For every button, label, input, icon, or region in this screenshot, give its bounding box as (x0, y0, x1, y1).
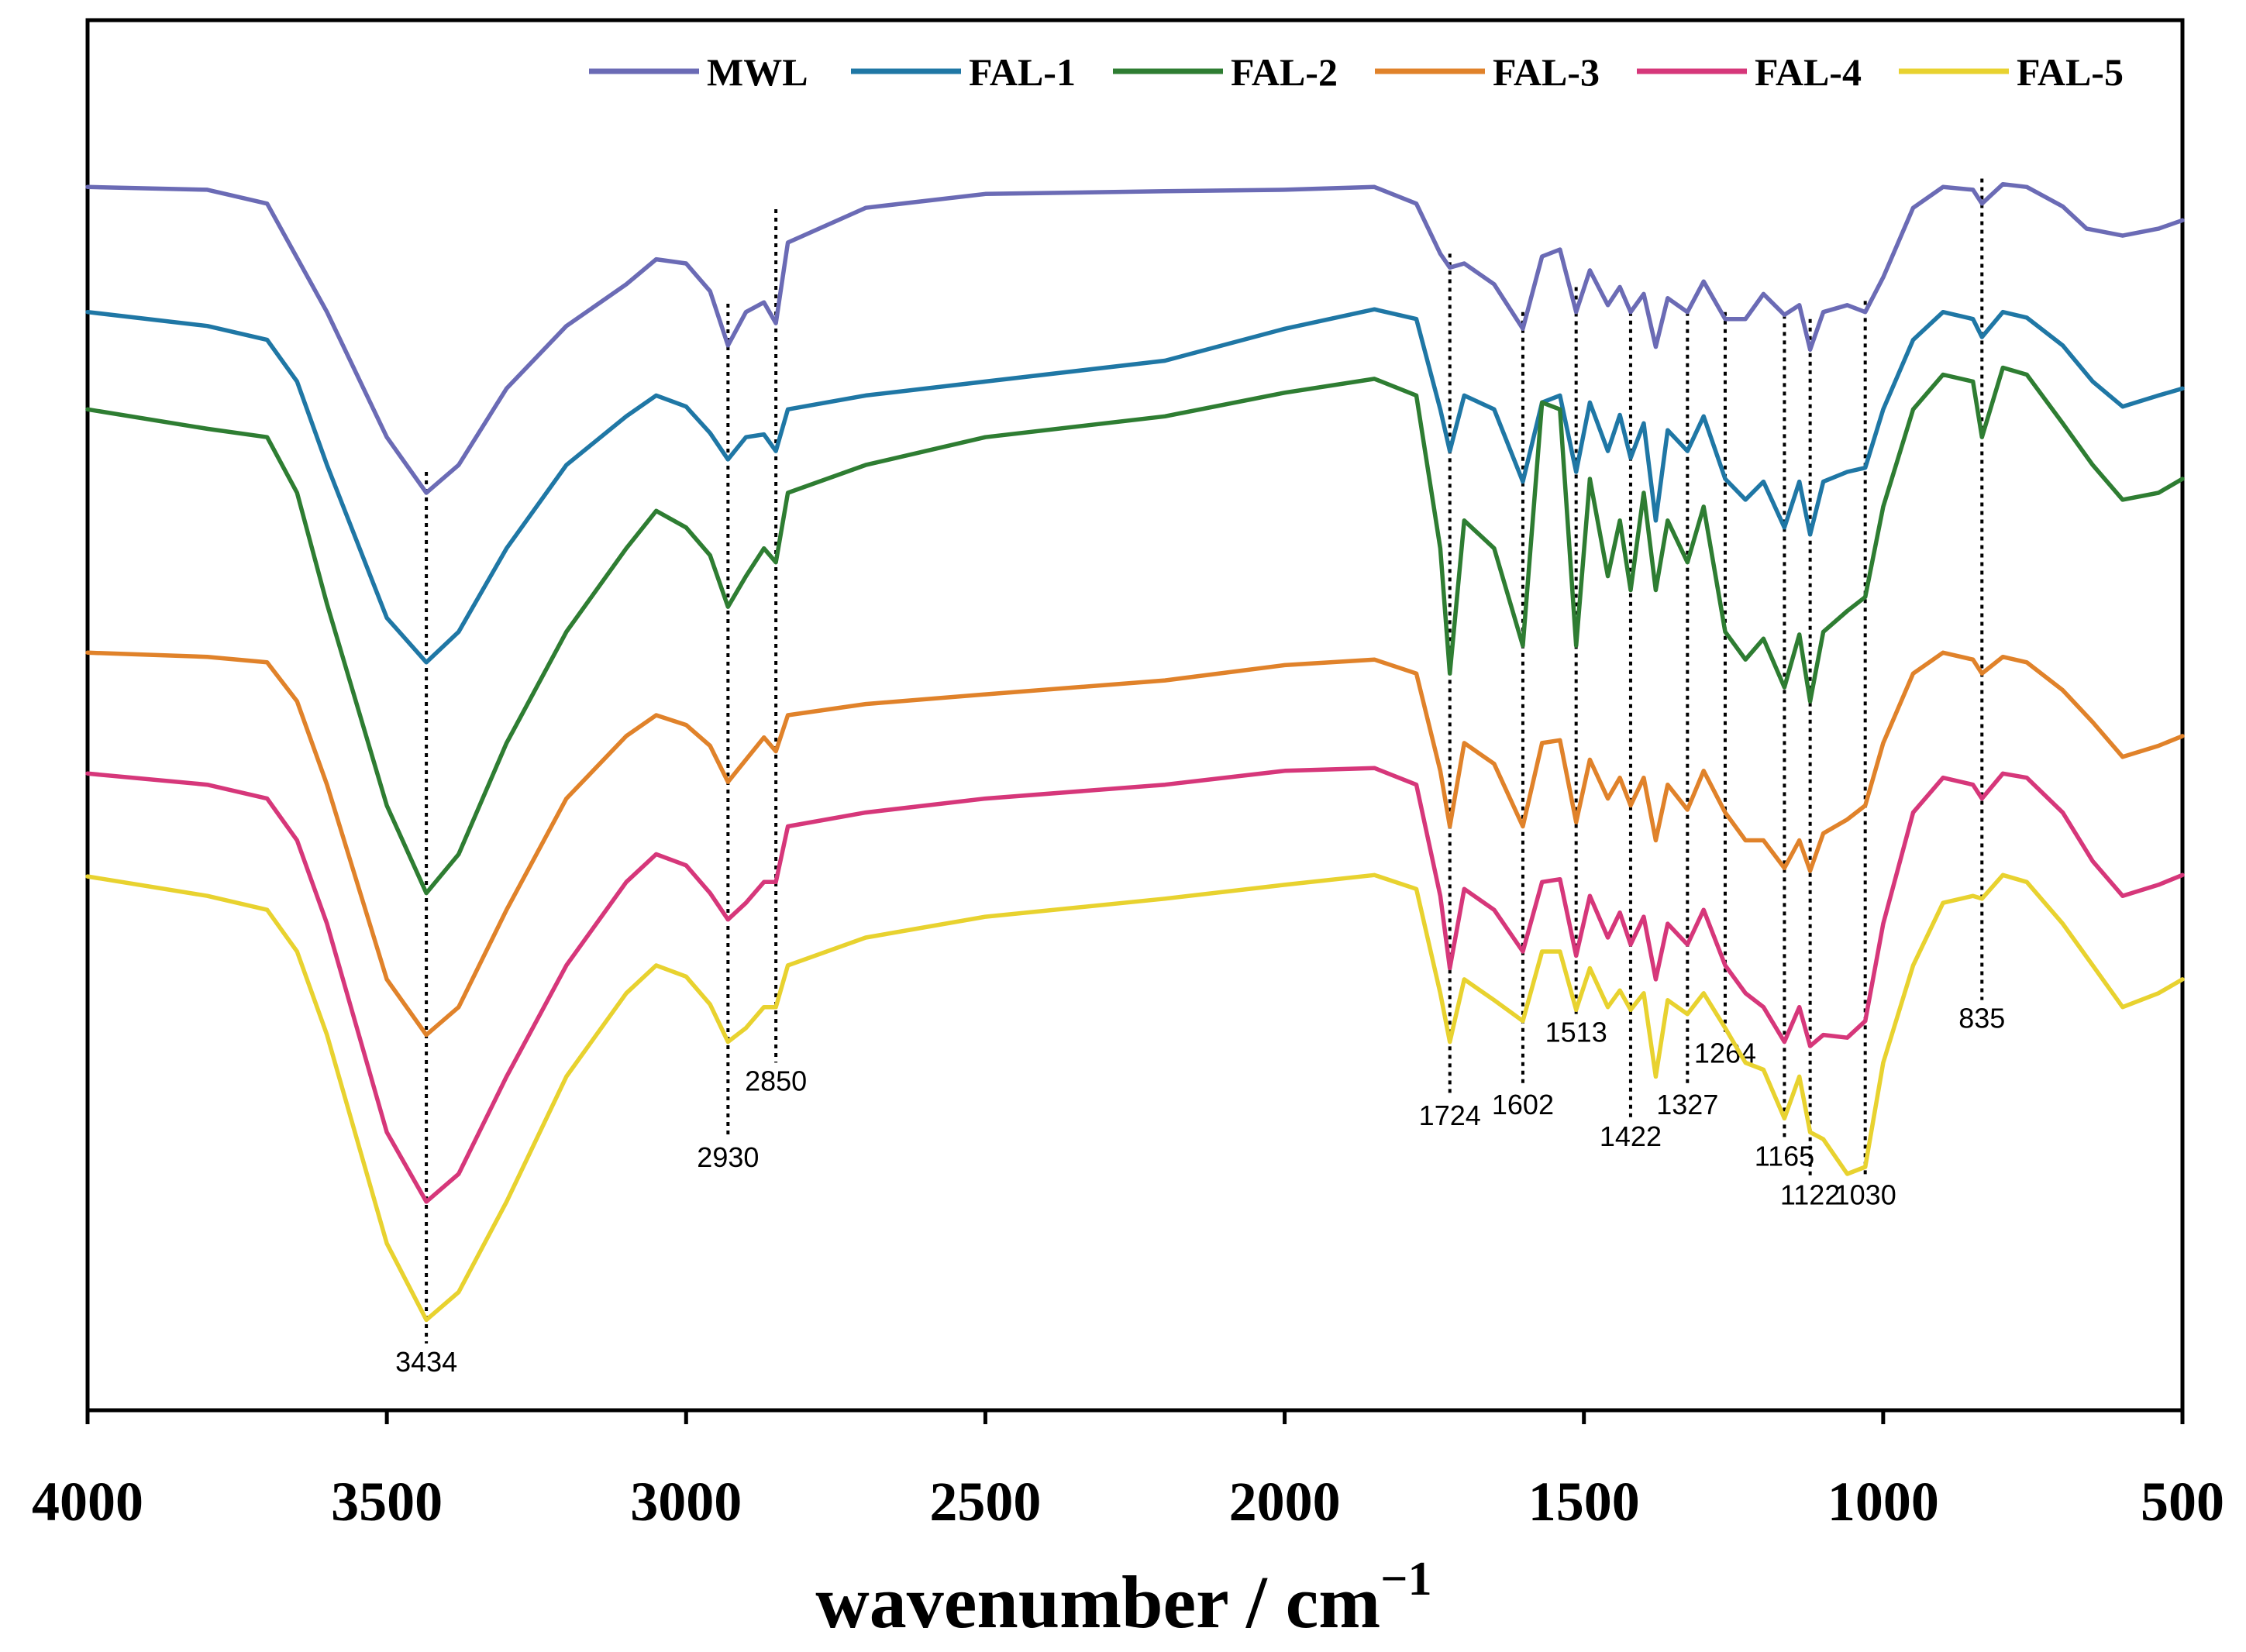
peak-label-3434: 3434 (395, 1346, 457, 1378)
x-axis-title-superscript: −1 (1380, 1553, 1431, 1606)
x-tick-label-2500: 2500 (929, 1471, 1041, 1533)
series-line-fal-4 (85, 766, 2185, 1204)
series-line-fal-3 (85, 650, 2185, 1038)
peak-label-1327: 1327 (1656, 1089, 1718, 1120)
peak-label-1602: 1602 (1492, 1089, 1554, 1120)
series-line-fal-1 (85, 307, 2185, 665)
x-tick-label-500: 500 (2141, 1471, 2224, 1533)
legend-label-fal-1: FAL-1 (969, 50, 1076, 94)
x-tick-label-1000: 1000 (1827, 1471, 1939, 1533)
plot-frame (85, 18, 2185, 1413)
x-tick-label-1500: 1500 (1528, 1471, 1640, 1533)
x-axis-title-text: wavenumber / cm (815, 1561, 1380, 1643)
x-tick-label-3000: 3000 (630, 1471, 742, 1533)
legend-label-mwl: MWL (707, 50, 808, 94)
x-axis: 4000 3500 3000 2500 2000 1500 1000 500 (32, 1410, 2224, 1533)
peak-label-1422: 1422 (1600, 1120, 1662, 1152)
legend-label-fal-2: FAL-2 (1231, 50, 1338, 94)
peak-label-1122: 1122 (1780, 1179, 1840, 1210)
peak-label-2930: 2930 (697, 1141, 759, 1173)
peak-label-1724: 1724 (1419, 1100, 1481, 1131)
legend: MWL FAL-1 FAL-2 FAL-3 FAL-4 FAL-5 (589, 50, 2124, 94)
x-tick-label-3500: 3500 (331, 1471, 443, 1533)
spectra-series (85, 181, 2185, 1323)
peak-label-1513: 1513 (1545, 1017, 1607, 1048)
peak-label-1030: 1030 (1834, 1179, 1896, 1210)
series-line-fal-5 (85, 872, 2185, 1323)
x-tick-label-4000: 4000 (32, 1471, 143, 1533)
legend-label-fal-5: FAL-5 (2017, 50, 2124, 94)
peak-label-835: 835 (1958, 1003, 2005, 1034)
x-axis-title: wavenumber / cm−1 (815, 1553, 1431, 1643)
peak-label-1165: 1165 (1755, 1140, 1814, 1172)
legend-label-fal-4: FAL-4 (1755, 50, 1862, 94)
series-line-mwl (85, 181, 2185, 495)
peak-label-2850: 2850 (745, 1065, 807, 1096)
x-tick-label-2000: 2000 (1229, 1471, 1341, 1533)
series-line-fal-2 (85, 365, 2185, 896)
legend-label-fal-3: FAL-3 (1493, 50, 1600, 94)
